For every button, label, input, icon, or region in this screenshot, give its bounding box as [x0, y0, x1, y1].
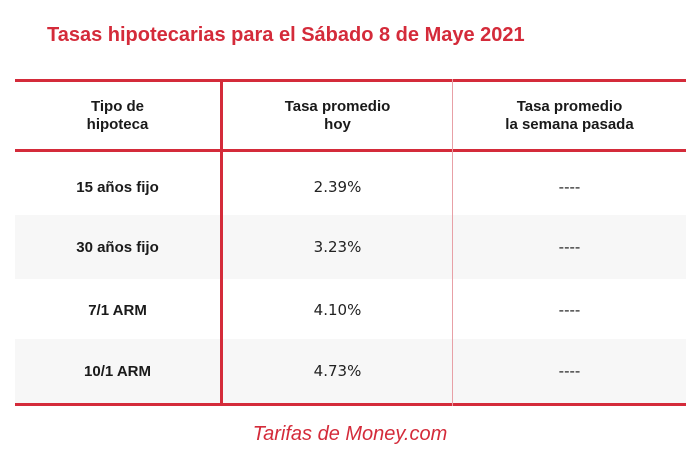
mortgage-rates-table: Tipo de hipoteca Tasa promedio hoy Tasa …	[15, 79, 686, 406]
table-bottom-border	[15, 403, 686, 406]
rate-today-cell: 3.23%	[313, 238, 362, 256]
header-mortgage-type: Tipo de hipoteca	[86, 97, 149, 133]
rate-last-week-cell: ----	[558, 178, 581, 196]
header-divider	[15, 149, 686, 152]
column-divider	[220, 79, 223, 406]
rate-today-cell: 4.73%	[313, 362, 362, 380]
row-background	[15, 339, 686, 403]
column-divider	[452, 79, 453, 406]
rate-last-week-cell: ----	[558, 362, 581, 380]
mortgage-type-cell: 7/1 ARM	[88, 301, 147, 319]
mortgage-type-cell: 15 años fijo	[76, 178, 159, 196]
header-rate-today: Tasa promedio hoy	[284, 97, 391, 133]
rate-last-week-cell: ----	[558, 238, 581, 256]
row-background	[15, 215, 686, 279]
table-top-border	[15, 79, 686, 82]
rate-today-cell: 4.10%	[313, 301, 362, 319]
page-title: Tasas hipotecarias para el Sábado 8 de M…	[47, 24, 525, 46]
source-credit: Tarifas de Money.com	[252, 423, 448, 445]
rate-last-week-cell: ----	[558, 301, 581, 319]
mortgage-type-cell: 10/1 ARM	[84, 362, 151, 380]
mortgage-type-cell: 30 años fijo	[76, 238, 159, 256]
rate-today-cell: 2.39%	[313, 178, 362, 196]
header-rate-last-week: Tasa promedio la semana pasada	[505, 97, 634, 133]
